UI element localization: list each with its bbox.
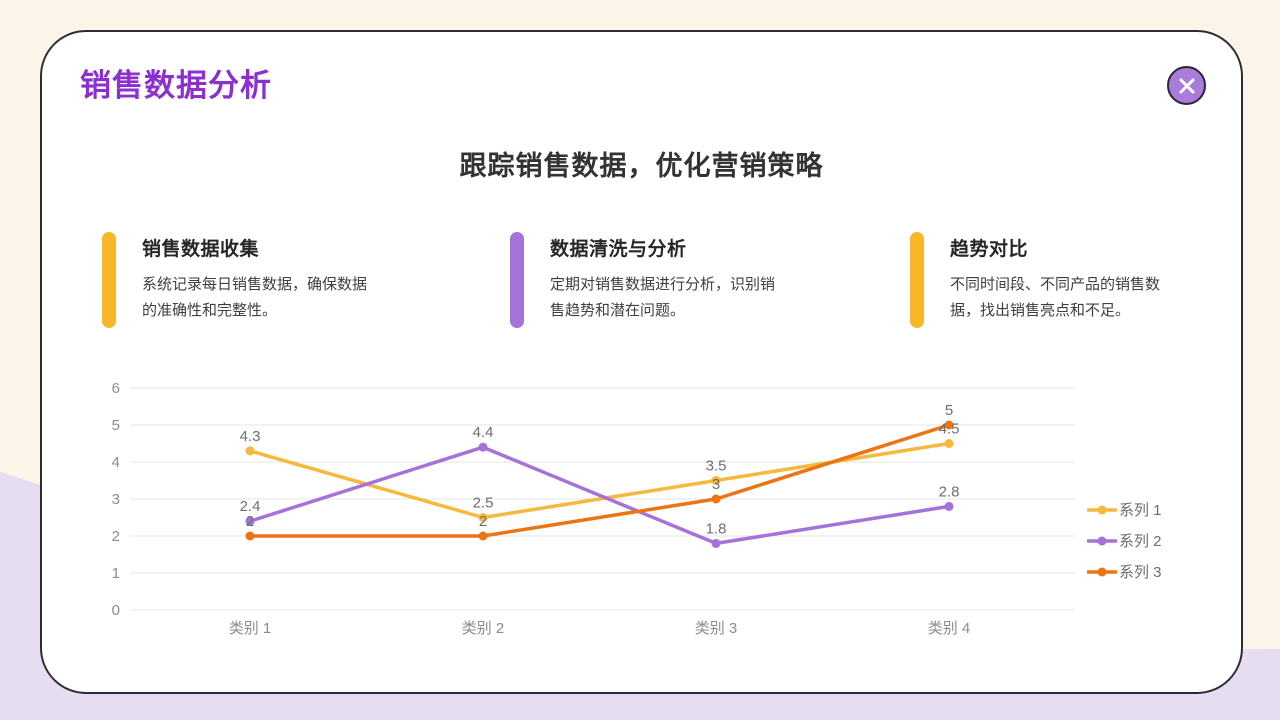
legend-item-1: 系列 1 [1087,494,1162,525]
x-axis-label: 类别 3 [695,620,738,637]
data-point-label: 4.3 [240,428,261,445]
close-button[interactable] [1167,66,1206,105]
data-point-label: 2.4 [240,498,261,515]
legend-item-3: 系列 3 [1087,556,1162,587]
y-axis-tick-label: 0 [112,602,120,619]
close-icon [1179,78,1194,93]
feature-block-sales-data-collection: 销售数据收集 系统记录每日销售数据，确保数据的准确性和完整性。 [102,232,380,328]
y-axis-tick-label: 6 [112,382,120,397]
line-chart: 0 1 2 3 4 5 6 类别 1 类别 2 类别 3 类别 4 4.3 2.5 3.5 4.5 2.4 4.… [100,380,1140,662]
legend-label: 系列 1 [1119,502,1162,519]
accent-bar [510,232,524,328]
y-axis-tick-label: 2 [112,528,120,545]
data-point-label: 2.8 [939,483,960,500]
data-point [711,494,721,504]
legend-item-2: 系列 2 [1087,525,1162,556]
feature-body: 不同时间段、不同产品的销售数据，找出销售亮点和不足。 [950,276,1161,319]
page-title: 销售数据分析 [80,68,272,103]
x-axis-label: 类别 4 [928,620,971,637]
feature-block-trend-comparison: 趋势对比 不同时间段、不同产品的销售数据，找出销售亮点和不足。 [910,232,1188,328]
chart-canvas: 0 1 2 3 4 5 6 类别 1 类别 2 类别 3 类别 4 4.3 2.5 3.5 4.5 2.4 4.… [112,380,1075,637]
accent-bar [910,232,924,328]
legend-label: 系列 3 [1119,564,1162,581]
legend-marker-icon [1087,505,1117,514]
feature-body: 系统记录每日销售数据，确保数据的准确性和完整性。 [142,276,368,319]
y-axis-tick-label: 4 [112,454,120,471]
data-point [944,439,954,448]
data-point [478,531,488,541]
feature-block-data-cleaning-analysis: 数据清洗与分析 定期对销售数据进行分析，识别销售趋势和潜在问题。 [510,232,788,328]
data-point [944,501,954,511]
data-point [245,531,255,541]
data-point-label: 4.5 [939,421,960,438]
accent-bar [102,232,116,328]
data-point-label: 2.5 [473,495,494,512]
feature-title: 趋势对比 [950,239,1029,260]
data-point-label: 2 [246,513,254,530]
data-point-label: 3 [712,476,720,493]
y-axis-tick-label: 1 [112,565,120,582]
data-point [478,442,488,452]
data-point [711,538,721,548]
series-line-1 [248,441,951,520]
data-point [245,446,255,456]
data-point-label: 4.4 [473,424,494,441]
x-axis-label: 类别 1 [229,620,272,637]
series-line-2 [248,445,951,546]
feature-title: 数据清洗与分析 [550,239,687,260]
data-point-label: 1.8 [706,520,727,537]
legend-marker-icon [1087,567,1117,576]
feature-title: 销售数据收集 [142,239,260,260]
slide-card: 销售数据分析 跟踪销售数据，优化营销策略 销售数据收集 系统记录每日销售数据，确… [40,30,1243,694]
data-point [245,516,255,526]
data-point-label: 2 [479,513,487,530]
data-point [944,420,954,430]
data-point-label: 5 [945,402,953,419]
legend-label: 系列 2 [1119,533,1162,550]
data-point-label: 3.5 [706,458,727,475]
feature-body: 定期对销售数据进行分析，识别销售趋势和潜在问题。 [550,276,776,319]
chart-legend: 系列 1 系列 2 系列 3 [1087,494,1162,587]
y-axis-tick-label: 5 [112,417,120,434]
data-point [478,513,488,522]
series-line-3 [248,423,951,538]
x-axis-label: 类别 2 [462,620,505,637]
y-axis-tick-label: 3 [112,491,120,508]
data-point [711,476,721,485]
legend-marker-icon [1087,536,1117,545]
slide-subtitle: 跟踪销售数据，优化营销策略 [459,151,824,181]
